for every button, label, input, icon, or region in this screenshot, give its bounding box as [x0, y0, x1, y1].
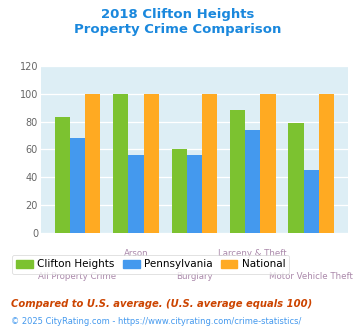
- Text: Burglary: Burglary: [176, 272, 213, 280]
- Text: Arson: Arson: [124, 249, 148, 258]
- Bar: [230, 111, 245, 233]
- Bar: [171, 149, 187, 233]
- Bar: [202, 94, 217, 233]
- Bar: [187, 155, 202, 233]
- Bar: [319, 94, 334, 233]
- Bar: [70, 138, 85, 233]
- Bar: [143, 94, 159, 233]
- Bar: [55, 117, 70, 233]
- Text: Motor Vehicle Theft: Motor Vehicle Theft: [269, 272, 353, 280]
- Text: Property Crime Comparison: Property Crime Comparison: [74, 23, 281, 36]
- Bar: [245, 130, 260, 233]
- Text: © 2025 CityRating.com - https://www.cityrating.com/crime-statistics/: © 2025 CityRating.com - https://www.city…: [11, 317, 301, 326]
- Bar: [113, 94, 129, 233]
- Text: 2018 Clifton Heights: 2018 Clifton Heights: [101, 8, 254, 21]
- Bar: [129, 155, 143, 233]
- Text: All Property Crime: All Property Crime: [38, 272, 117, 280]
- Bar: [260, 94, 275, 233]
- Legend: Clifton Heights, Pennsylvania, National: Clifton Heights, Pennsylvania, National: [12, 255, 289, 274]
- Bar: [304, 170, 319, 233]
- Bar: [85, 94, 100, 233]
- Text: Larceny & Theft: Larceny & Theft: [218, 249, 287, 258]
- Text: Compared to U.S. average. (U.S. average equals 100): Compared to U.S. average. (U.S. average …: [11, 299, 312, 309]
- Bar: [288, 123, 304, 233]
